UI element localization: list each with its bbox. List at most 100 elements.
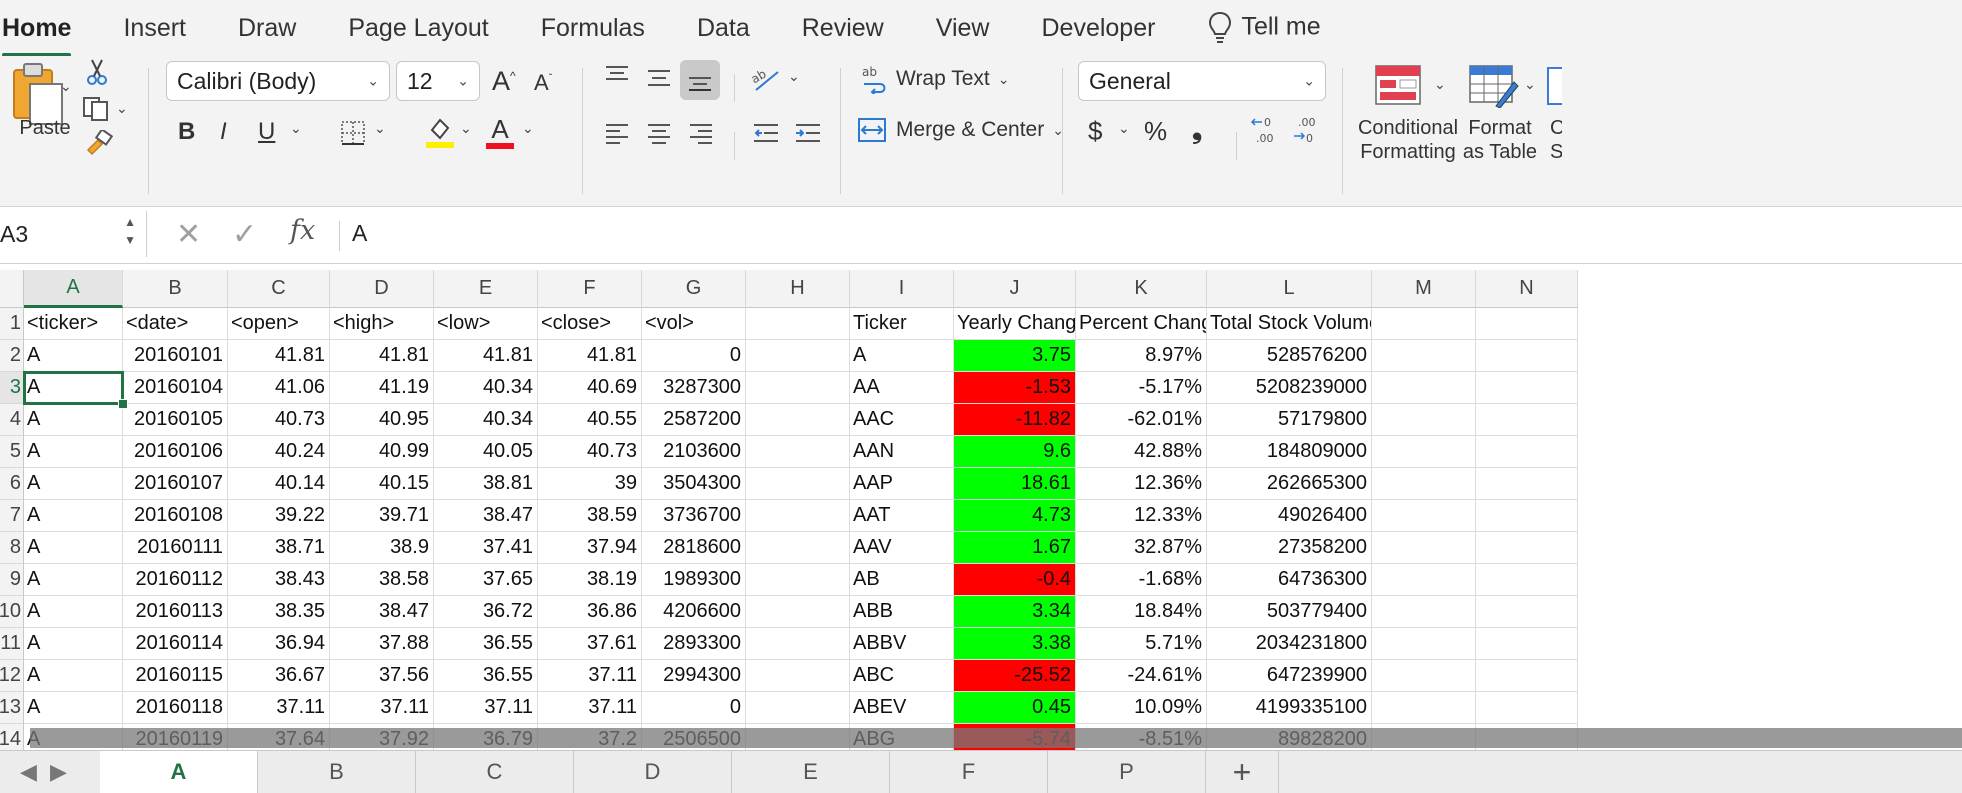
table-cell[interactable]: 41.81 [330, 340, 434, 372]
header-cell[interactable]: <close> [538, 308, 642, 340]
table-cell[interactable]: 64736300 [1207, 564, 1372, 596]
row-header-8[interactable]: 8 [0, 532, 24, 564]
table-cell[interactable]: -0.4 [954, 564, 1076, 596]
column-header-l[interactable]: L [1207, 270, 1372, 308]
table-cell[interactable] [1476, 692, 1578, 724]
table-cell[interactable]: A [24, 596, 123, 628]
table-cell[interactable]: 3736700 [642, 500, 746, 532]
table-cell[interactable]: 37.11 [434, 692, 538, 724]
table-cell[interactable] [1476, 468, 1578, 500]
sheet-tab-b[interactable]: B [258, 751, 416, 793]
table-cell[interactable] [1372, 404, 1476, 436]
table-cell[interactable]: 38.35 [228, 596, 330, 628]
table-cell[interactable]: 0 [642, 340, 746, 372]
table-cell[interactable]: 40.69 [538, 372, 642, 404]
table-cell[interactable] [1372, 340, 1476, 372]
table-cell[interactable]: AAP [850, 468, 954, 500]
tab-insert[interactable]: Insert [123, 13, 186, 42]
table-cell[interactable]: 36.94 [228, 628, 330, 660]
table-cell[interactable]: A [24, 372, 123, 404]
table-cell[interactable]: 20160107 [123, 468, 228, 500]
table-cell[interactable]: 36.55 [434, 660, 538, 692]
table-cell[interactable]: 18.61 [954, 468, 1076, 500]
table-cell[interactable]: 1.67 [954, 532, 1076, 564]
font-size-dropdown[interactable]: 12 ⌄ [396, 61, 480, 101]
table-cell[interactable]: 38.47 [434, 500, 538, 532]
table-cell[interactable] [1476, 628, 1578, 660]
table-cell[interactable]: 37.41 [434, 532, 538, 564]
column-header-b[interactable]: B [123, 270, 228, 308]
italic-button[interactable]: I [220, 118, 227, 145]
table-cell[interactable]: 38.58 [330, 564, 434, 596]
paste-button[interactable] [10, 62, 68, 137]
borders-chevron-down-icon[interactable]: ⌄ [374, 120, 386, 136]
table-cell[interactable]: 37.61 [538, 628, 642, 660]
table-cell[interactable]: AAV [850, 532, 954, 564]
table-cell[interactable]: 37.94 [538, 532, 642, 564]
table-cell[interactable] [1372, 692, 1476, 724]
table-cell[interactable]: 40.34 [434, 404, 538, 436]
row-header-1[interactable]: 1 [0, 308, 24, 340]
table-cell[interactable]: 2034231800 [1207, 628, 1372, 660]
table-cell[interactable]: 27358200 [1207, 532, 1372, 564]
table-cell[interactable]: 2587200 [642, 404, 746, 436]
percent-button[interactable]: % [1144, 116, 1168, 146]
table-cell[interactable]: 40.24 [228, 436, 330, 468]
cancel-icon[interactable]: ✕ [176, 218, 202, 251]
table-cell[interactable] [1372, 564, 1476, 596]
row-header-3[interactable]: 3 [0, 372, 24, 404]
table-cell[interactable] [1372, 436, 1476, 468]
font-name-dropdown[interactable]: Calibri (Body) ⌄ [166, 61, 390, 101]
name-box[interactable]: A3 ▲ ▼ [0, 211, 147, 257]
merge-center-button[interactable]: Merge & Center ⌄ [858, 118, 1064, 142]
header-cell[interactable]: Yearly Change [954, 308, 1076, 340]
table-cell[interactable]: 41.81 [538, 340, 642, 372]
currency-button[interactable]: $ [1088, 116, 1103, 146]
table-cell[interactable]: 2893300 [642, 628, 746, 660]
decrease-indent-icon[interactable] [752, 122, 780, 144]
enter-check-icon[interactable]: ✓ [232, 218, 258, 251]
table-cell[interactable]: ABEV [850, 692, 954, 724]
header-cell[interactable]: <ticker> [24, 308, 123, 340]
table-cell[interactable]: 37.56 [330, 660, 434, 692]
tab-developer[interactable]: Developer [1041, 13, 1156, 42]
table-cell[interactable]: A [850, 340, 954, 372]
table-cell[interactable] [746, 692, 850, 724]
table-cell[interactable]: 37.11 [538, 692, 642, 724]
table-cell[interactable]: 39.22 [228, 500, 330, 532]
table-cell[interactable]: -11.82 [954, 404, 1076, 436]
row-header-12[interactable]: 12 [0, 660, 24, 692]
table-cell[interactable] [746, 500, 850, 532]
table-cell[interactable]: A [24, 468, 123, 500]
column-header-i[interactable]: I [850, 270, 954, 308]
align-left-icon[interactable] [604, 122, 630, 144]
table-cell[interactable]: A [24, 692, 123, 724]
header-cell[interactable]: <date> [123, 308, 228, 340]
table-cell[interactable] [1476, 372, 1578, 404]
table-cell[interactable]: 41.81 [228, 340, 330, 372]
copy-chevron-down-icon[interactable]: ⌄ [116, 100, 128, 116]
table-cell[interactable]: 4206600 [642, 596, 746, 628]
table-cell[interactable]: ABBV [850, 628, 954, 660]
table-cell[interactable] [746, 596, 850, 628]
add-sheet-button[interactable]: + [1206, 751, 1279, 793]
header-cell[interactable]: Percent Change [1076, 308, 1207, 340]
table-cell[interactable]: A [24, 532, 123, 564]
align-bottom-button[interactable] [680, 60, 720, 100]
table-cell[interactable]: 42.88% [1076, 436, 1207, 468]
table-cell[interactable]: A [24, 340, 123, 372]
decrease-decimal-icon[interactable]: .00 0 [1292, 116, 1322, 146]
tab-home[interactable]: Home [2, 13, 72, 57]
table-cell[interactable]: 2103600 [642, 436, 746, 468]
table-cell[interactable]: A [24, 564, 123, 596]
table-cell[interactable] [746, 468, 850, 500]
header-cell[interactable]: <vol> [642, 308, 746, 340]
table-cell[interactable] [746, 564, 850, 596]
name-box-stepper-icon[interactable]: ▲ ▼ [124, 215, 136, 247]
header-cell[interactable] [746, 308, 850, 340]
table-cell[interactable]: 20160112 [123, 564, 228, 596]
table-cell[interactable]: 503779400 [1207, 596, 1372, 628]
table-cell[interactable]: 20160105 [123, 404, 228, 436]
table-cell[interactable] [1372, 532, 1476, 564]
table-cell[interactable]: AAN [850, 436, 954, 468]
